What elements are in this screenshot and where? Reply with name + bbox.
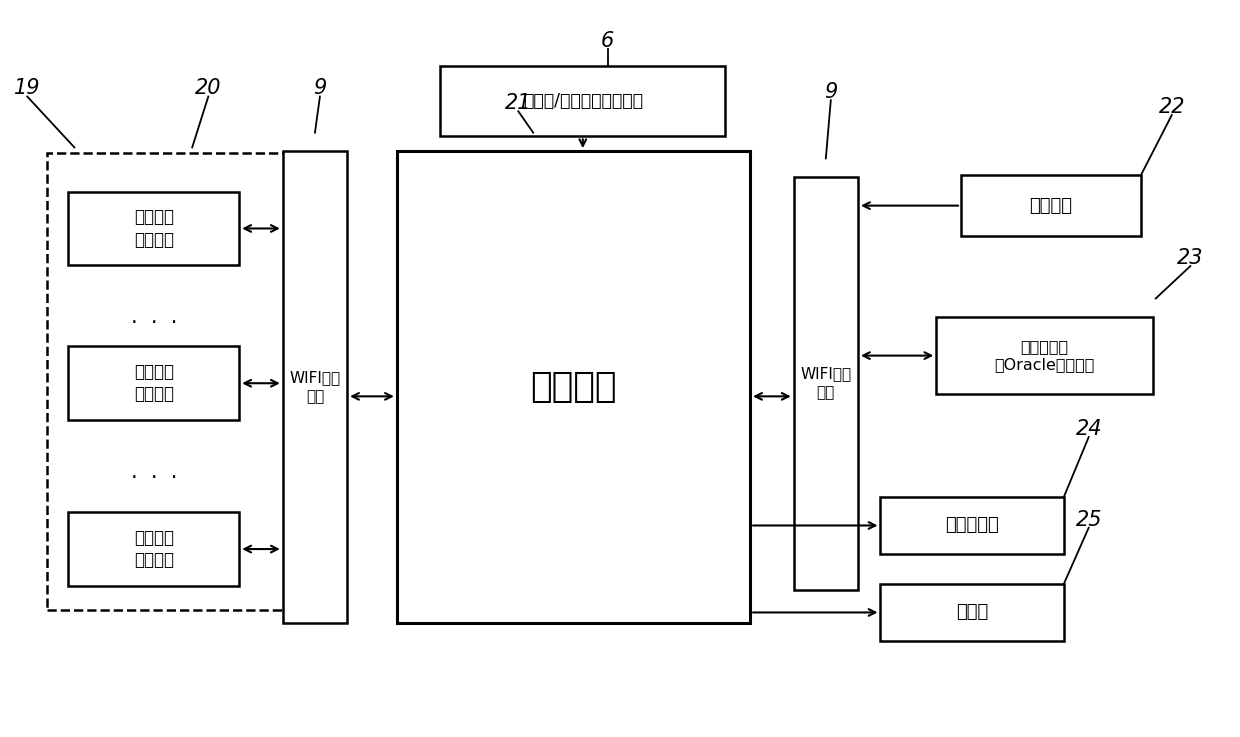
Bar bbox=[283, 151, 347, 623]
Text: 报警器: 报警器 bbox=[956, 604, 988, 621]
Text: 23: 23 bbox=[1177, 248, 1204, 268]
Bar bbox=[397, 151, 750, 623]
Bar bbox=[961, 175, 1141, 236]
Text: 网络摄像枪: 网络摄像枪 bbox=[945, 517, 999, 534]
Text: 9: 9 bbox=[825, 82, 837, 102]
Text: 21: 21 bbox=[505, 93, 532, 113]
Text: 25: 25 bbox=[1075, 509, 1102, 530]
Text: 太阳能/市交流电供电系统: 太阳能/市交流电供电系统 bbox=[523, 92, 642, 111]
Bar bbox=[68, 192, 239, 265]
Bar bbox=[880, 584, 1064, 641]
Bar bbox=[794, 177, 858, 590]
Bar bbox=[68, 346, 239, 420]
Text: 主控中心: 主控中心 bbox=[531, 370, 616, 404]
Text: WIFI无线
网络: WIFI无线 网络 bbox=[800, 366, 852, 400]
Text: 小型环境
监控系统: 小型环境 监控系统 bbox=[134, 529, 174, 569]
Text: 9: 9 bbox=[314, 78, 326, 99]
Text: 本地服务器
（Oracle数据库）: 本地服务器 （Oracle数据库） bbox=[994, 339, 1095, 372]
Bar bbox=[68, 512, 239, 586]
Text: 22: 22 bbox=[1158, 97, 1185, 117]
Bar bbox=[440, 66, 725, 136]
Text: 20: 20 bbox=[195, 78, 222, 99]
Bar bbox=[47, 153, 285, 610]
Text: 19: 19 bbox=[14, 78, 41, 99]
Text: 小型环境
监控系统: 小型环境 监控系统 bbox=[134, 363, 174, 403]
Text: ·  ·  ·: · · · bbox=[130, 467, 177, 488]
Text: 6: 6 bbox=[601, 30, 614, 51]
Bar bbox=[936, 317, 1153, 394]
Text: 小型环境
监控系统: 小型环境 监控系统 bbox=[134, 209, 174, 248]
Text: 云服务器: 云服务器 bbox=[1029, 197, 1073, 214]
Text: WIFI无线
网络: WIFI无线 网络 bbox=[289, 370, 341, 404]
Bar bbox=[880, 497, 1064, 554]
Text: 24: 24 bbox=[1075, 419, 1102, 439]
Text: ·  ·  ·: · · · bbox=[130, 312, 177, 333]
